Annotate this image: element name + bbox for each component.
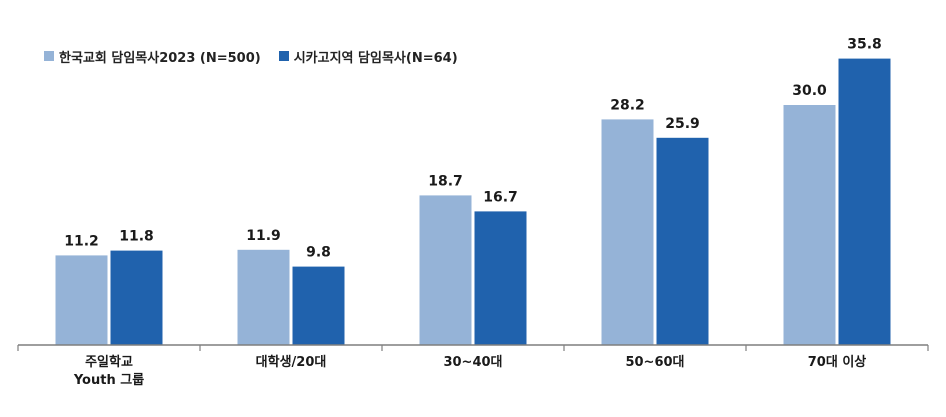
value-label-series-2-cat-5: 35.8 [847,37,882,53]
legend-swatch-series-1 [44,51,54,61]
bar-series-2-cat-5 [838,58,891,345]
value-label-series-1-cat-3: 18.7 [428,173,463,189]
value-label-series-2-cat-4: 25.9 [665,116,700,132]
bar-series-2-cat-4 [656,137,709,345]
bar-series-2-cat-3 [474,211,527,345]
value-label-series-1-cat-5: 30.0 [792,83,827,99]
value-label-series-2-cat-3: 16.7 [483,189,518,205]
legend-item-series-2: 시카고지역 담임목사(N=64) [278,47,458,66]
legend-item-series-1: 한국교회 담임목사2023 (N=500) [44,47,261,66]
bar-series-2-cat-2 [292,266,345,345]
bar-series-1-cat-1 [55,255,108,345]
bar-series-1-cat-4 [601,119,654,346]
category-label-5: 70대 이상 [808,354,867,370]
bar-series-1-cat-3 [419,195,472,345]
value-label-series-2-cat-2: 9.8 [306,245,331,261]
value-label-series-2-cat-1: 11.8 [119,229,154,245]
bar-series-1-cat-2 [237,249,290,345]
legend: 한국교회 담임목사2023 (N=500) 시카고지역 담임목사(N=64) [44,44,458,68]
value-label-series-1-cat-2: 11.9 [246,228,281,244]
legend-label-series-1: 한국교회 담임목사2023 (N=500) [59,50,261,66]
category-label-2: 대학생/20대 [256,354,327,370]
value-label-series-1-cat-4: 28.2 [610,97,645,113]
category-label-3: 30~40대 [443,355,502,370]
value-label-series-1-cat-1: 11.2 [64,233,99,249]
legend-swatch-series-2 [278,51,289,61]
category-label-4: 50~60대 [625,355,684,370]
legend-label-series-2: 시카고지역 담임목사(N=64) [293,50,458,66]
bar-series-1-cat-5 [783,105,836,345]
category-label-1: 주일학교 Youth 그룹 [73,354,144,388]
bar-series-2-cat-1 [110,250,163,345]
